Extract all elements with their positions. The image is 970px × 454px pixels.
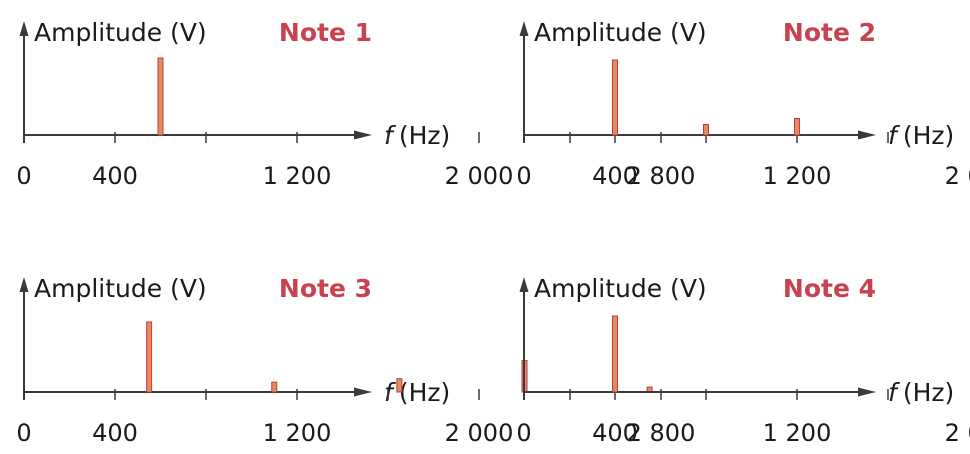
x-tick-label: 400 (592, 419, 638, 447)
x-axis-symbol: f (384, 121, 396, 150)
x-axis-unit: (Hz) (903, 121, 954, 150)
spectrum-panel-1: Amplitude (V) Note 1 f(Hz) 0 400 1 200 2 000 2 … (16, 18, 695, 190)
x-tick-label: 400 (92, 162, 138, 190)
spectrum-panel-3: Amplitude (V) Note 3 f(Hz) 0 400 1 200 2 000 2 … (16, 274, 695, 447)
x-axis-label: f(Hz) (888, 378, 954, 407)
panel-title: Note 2 (783, 18, 876, 47)
x-tick-label: 400 (92, 419, 138, 447)
x-axis-unit: (Hz) (903, 378, 954, 407)
y-axis-arrowhead (19, 277, 29, 292)
x-axis-unit: (Hz) (399, 378, 450, 407)
y-axis-label: Amplitude (V) (34, 18, 207, 47)
x-tick-label: 2 800 (627, 419, 696, 447)
x-axis-arrowhead (858, 130, 876, 140)
x-tick-label: 1 200 (263, 162, 332, 190)
x-axis-arrowhead (858, 387, 876, 397)
x-axis-unit: (Hz) (399, 121, 450, 150)
panel-title: Note 3 (279, 274, 372, 303)
x-tick-label: 0 (16, 419, 31, 447)
x-axis-label: f(Hz) (384, 121, 450, 150)
y-axis-label: Amplitude (V) (534, 18, 707, 47)
x-tick-label: 1 200 (263, 419, 332, 447)
x-tick-label: 1 200 (763, 162, 832, 190)
spectrum-panel-2: Amplitude (V) Note 2 f(Hz) 0 400 1 200 2 000 2 … (516, 18, 970, 190)
x-tick-label: 0 (516, 419, 531, 447)
y-axis-label: Amplitude (V) (534, 274, 707, 303)
y-axis-arrowhead (19, 21, 29, 36)
y-axis-label: Amplitude (V) (34, 274, 207, 303)
panel-title: Note 4 (783, 274, 876, 303)
x-tick-label: 0 (16, 162, 31, 190)
x-axis-symbol: f (888, 121, 900, 150)
x-axis-arrowhead (354, 130, 372, 140)
spectral-line-bar (612, 315, 618, 393)
x-tick-label: 2 800 (627, 162, 696, 190)
x-axis-symbol: f (384, 378, 396, 407)
x-tick-label: 2 000 (945, 162, 970, 190)
x-tick-label: 1 200 (763, 419, 832, 447)
spectral-line-bar (612, 59, 618, 136)
x-tick-label: 0 (516, 162, 531, 190)
x-tick-label: 400 (592, 162, 638, 190)
spectral-line-bar (794, 118, 800, 136)
x-axis-label: f(Hz) (888, 121, 954, 150)
spectral-line-bar (271, 381, 278, 393)
x-tick-label: 2 000 (945, 419, 970, 447)
panel-title: Note 1 (279, 18, 372, 47)
spectrum-panel-4: Amplitude (V) Note 4 f(Hz) 0 400 1 200 2 000 2 … (516, 274, 970, 447)
spectral-line-bar (146, 321, 153, 393)
x-axis-symbol: f (888, 378, 900, 407)
y-axis-arrowhead (519, 277, 529, 292)
y-axis-arrowhead (519, 21, 529, 36)
spectral-line-bar (396, 378, 403, 393)
x-axis-arrowhead (354, 387, 372, 397)
x-tick-label: 2 000 (445, 419, 514, 447)
spectral-line-bar (703, 124, 709, 136)
x-axis-label: f(Hz) (384, 378, 450, 407)
spectral-line-bar (157, 57, 164, 136)
x-tick-label: 2 000 (445, 162, 514, 190)
